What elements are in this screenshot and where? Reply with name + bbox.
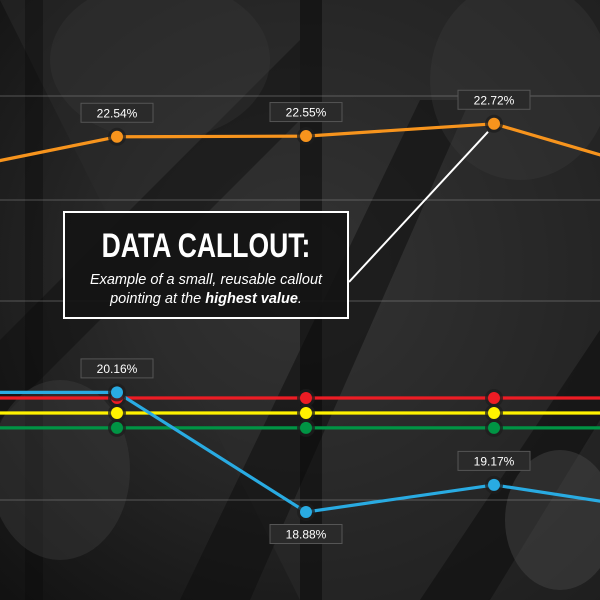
data-point-green xyxy=(111,421,123,434)
data-label-box xyxy=(80,358,154,379)
data-label-box xyxy=(269,102,343,123)
data-point-blue xyxy=(488,478,500,491)
data-point-yellow xyxy=(300,406,312,419)
data-point-green xyxy=(300,421,312,434)
data-point-orange xyxy=(300,130,312,143)
callout-text-emphasis: highest value xyxy=(205,291,298,307)
data-callout: DATA CALLOUT: Example of a small, reusab… xyxy=(63,211,349,319)
data-point-orange xyxy=(488,117,500,130)
callout-text-start: Example of a small, reusable callout poi… xyxy=(89,272,323,307)
data-label-box xyxy=(269,524,343,544)
data-label-orange: 22.54% xyxy=(97,106,138,120)
data-label-box xyxy=(457,450,531,471)
data-point-blue xyxy=(300,506,312,518)
callout-text: Example of a small, reusable callout poi… xyxy=(65,271,347,309)
callout-leader-line xyxy=(348,131,489,283)
data-label-blue: 18.88% xyxy=(286,528,327,542)
data-label-blue: 20.16% xyxy=(97,362,138,376)
data-point-yellow xyxy=(111,406,123,419)
data-point-red xyxy=(300,392,312,404)
callout-text-end: . xyxy=(297,291,302,307)
data-label-orange: 22.55% xyxy=(286,106,327,120)
callout-title: DATA CALLOUT: xyxy=(101,227,311,265)
data-label-orange: 22.72% xyxy=(474,93,515,107)
series-layer: 22.54% 22.55% 22.72% 20.16% 18.88% 19.17% xyxy=(0,89,600,544)
data-point-orange xyxy=(111,130,123,143)
data-point-yellow xyxy=(488,406,500,419)
data-label-blue: 19.17% xyxy=(474,454,515,468)
data-label-box xyxy=(80,102,154,123)
data-point-green xyxy=(488,421,500,434)
data-label-box xyxy=(457,89,531,110)
data-point-red xyxy=(488,392,500,404)
data-point-blue xyxy=(111,386,123,399)
